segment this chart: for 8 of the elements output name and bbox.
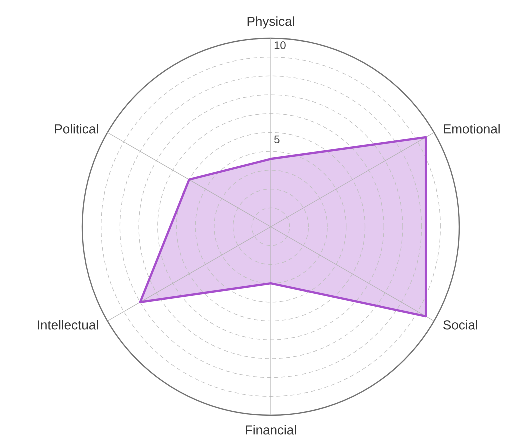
y-tick-label: 10 <box>274 42 286 50</box>
spoke-label: Emotional <box>444 124 500 134</box>
y-tick-label: 5 <box>274 136 280 144</box>
spoke-label: Intellectual <box>38 320 98 330</box>
spoke-label: Physical <box>248 16 294 29</box>
spoke-label: Political <box>55 124 98 134</box>
spoke-label: Financial <box>246 425 296 435</box>
spoke-label: Social <box>444 320 478 330</box>
